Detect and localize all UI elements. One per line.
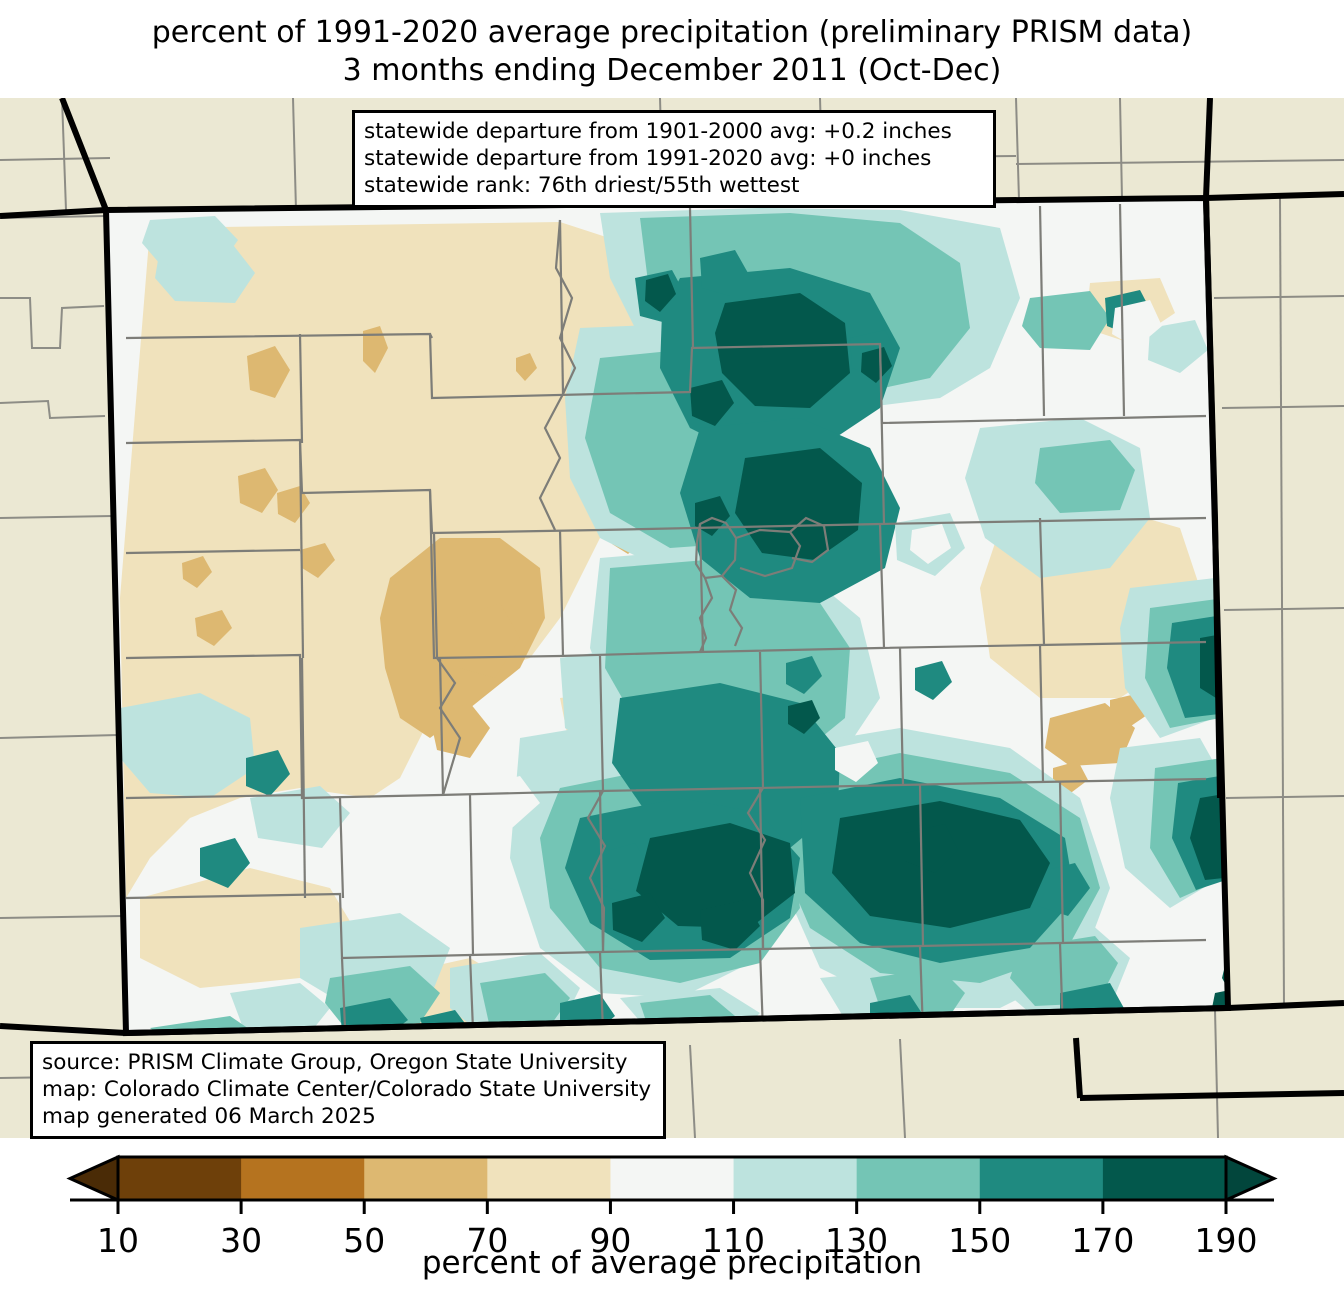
colorbar-tick-label: 150 <box>948 1221 1011 1260</box>
colorbar-tick-label: 50 <box>343 1221 385 1260</box>
title-line-2: 3 months ending December 2011 (Oct-Dec) <box>342 53 1002 88</box>
page-title: percent of 1991-2020 average precipitati… <box>0 0 1344 90</box>
colorbar-tick-label: 170 <box>1071 1221 1134 1260</box>
stats-line-3: statewide rank: 76th driest/55th wettest <box>364 173 800 198</box>
precipitation-contours <box>106 198 1228 1033</box>
colorbar-band <box>856 1157 981 1200</box>
colorbar-axis-label: percent of average precipitation <box>421 1245 923 1281</box>
colorbar-band <box>364 1157 488 1200</box>
colorbar-tick-label: 10 <box>97 1221 139 1260</box>
colorbar-tick-label: 90 <box>589 1221 631 1260</box>
colorbar-band <box>733 1157 858 1200</box>
colorbar-over-arrow <box>1224 1154 1278 1203</box>
colorbar-band <box>1102 1157 1227 1200</box>
source-line-3: map generated 06 March 2025 <box>42 1104 376 1129</box>
source-line-2: map: Colorado Climate Center/Colorado St… <box>42 1077 652 1102</box>
colorbar-band <box>118 1157 242 1200</box>
colorbar-tick-label: 30 <box>220 1221 262 1260</box>
colorbar-band <box>610 1157 735 1200</box>
colorbar-tick-label: 130 <box>825 1221 888 1260</box>
stats-line-2: statewide departure from 1991-2020 avg: … <box>364 146 932 171</box>
title-line-1: percent of 1991-2020 average precipitati… <box>151 15 1193 50</box>
colorbar-tick-label: 190 <box>1195 1221 1258 1260</box>
colorbar-ticks <box>70 1198 1274 1214</box>
neighbor-state-borders <box>0 98 1344 1101</box>
statewide-stats-box: statewide departure from 1901-2000 avg: … <box>352 110 996 208</box>
colorbar-under-arrow <box>66 1154 120 1203</box>
colorbar-band <box>241 1157 365 1200</box>
stats-line-1: statewide departure from 1901-2000 avg: … <box>364 119 952 144</box>
colorbar-bands <box>66 1154 1278 1203</box>
precipitation-map <box>0 98 1344 1138</box>
colorbar-tick-labels: 10 30 50 70 90 110 130 150 170 190 <box>97 1221 1258 1260</box>
colorbar: 10 30 50 70 90 110 130 150 170 190 <box>0 1143 1344 1299</box>
band-170-190-core-north <box>715 293 850 408</box>
colorbar-band <box>979 1157 1104 1200</box>
source-line-1: source: PRISM Climate Group, Oregon Stat… <box>42 1050 628 1075</box>
colorbar-tick-label: 70 <box>466 1221 508 1260</box>
colorbar-band <box>487 1157 612 1200</box>
colorbar-tick-label: 110 <box>702 1221 765 1260</box>
source-credits-box: source: PRISM Climate Group, Oregon Stat… <box>30 1041 666 1139</box>
